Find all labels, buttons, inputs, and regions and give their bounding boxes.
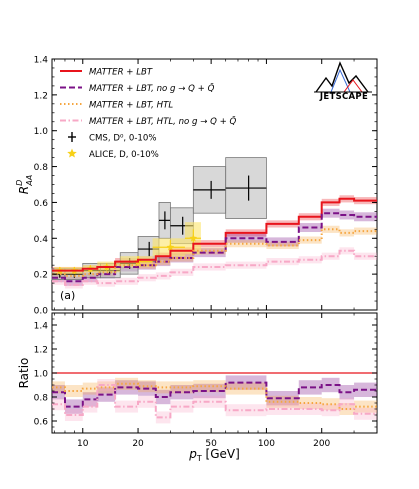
top-series-band-2-10 bbox=[266, 241, 299, 250]
top-series-band-3-4 bbox=[115, 277, 139, 285]
ratio-x-tick-label-1: 20 bbox=[132, 439, 144, 449]
data-marker-1-6 bbox=[189, 234, 198, 242]
ratio-series-band-0-3 bbox=[97, 387, 116, 402]
ratio-y-axis-label: Ratio bbox=[17, 358, 31, 389]
legend: MATTER + LBT MATTER + LBT, no g → Q + Q̄ M… bbox=[60, 68, 237, 160]
ratio-series-band-2-6 bbox=[155, 411, 171, 424]
ratio-series-band-0-0 bbox=[52, 385, 65, 400]
legend-label-0: MATTER + LBT bbox=[89, 68, 153, 78]
ratio-series-band-1-11 bbox=[298, 397, 322, 409]
top-series-band-3-10 bbox=[266, 258, 299, 266]
top-series-line-1 bbox=[52, 212, 377, 283]
legend-label-3: MATTER + LBT, HTL, no g → Q + Q̄ bbox=[89, 115, 237, 127]
ratio-series-lines bbox=[52, 372, 377, 419]
top-series-band-2-13 bbox=[339, 229, 355, 237]
top-series-band-3-7 bbox=[170, 268, 194, 276]
top-y-tick-label-0: 0.0 bbox=[34, 307, 49, 317]
ratio-y-tick-label-0: 0.6 bbox=[34, 418, 49, 428]
ratio-x-tick-label-4: 200 bbox=[313, 439, 330, 449]
ratio-y-tick-label-1: 0.8 bbox=[34, 394, 49, 404]
panel-label: (a) bbox=[60, 289, 75, 302]
ratio-bands bbox=[52, 375, 377, 424]
ratio-x-tick-label-3: 100 bbox=[258, 439, 275, 449]
top-y-tick-label-2: 0.4 bbox=[34, 235, 49, 245]
data-marker-1-5 bbox=[166, 243, 175, 251]
ratio-series-band-2-2 bbox=[82, 400, 98, 413]
ratio-y-tick-label-2: 1.0 bbox=[34, 370, 49, 380]
logo-peaks-red bbox=[343, 79, 363, 93]
ratio-series-band-0-9 bbox=[225, 375, 267, 390]
legend-label-4: CMS, D⁰, 0-10% bbox=[89, 134, 157, 144]
legend-label-5: ALICE, D, 0-10% bbox=[89, 150, 159, 160]
ratio-series-band-1-14 bbox=[354, 400, 377, 413]
legend-label-1: MATTER + LBT, no g → Q + Q̄ bbox=[89, 82, 215, 94]
ratio-x-tick-label-2: 50 bbox=[205, 439, 217, 449]
top-series-band-3-0 bbox=[52, 277, 65, 285]
ratio-series-band-1-0 bbox=[52, 381, 65, 394]
top-series-band-3-8 bbox=[193, 263, 226, 271]
ratio-series-band-0-7 bbox=[170, 385, 194, 400]
ratio-panel: 0.6 0.8 1.0 1.2 1.4 10 20 50 100 200 Ratio bbox=[17, 312, 378, 449]
ratio-y-ticks: 0.6 0.8 1.0 1.2 1.4 bbox=[34, 312, 377, 434]
top-y-tick-label-5: 1.0 bbox=[34, 127, 49, 137]
top-series-band-1-1 bbox=[64, 276, 83, 286]
top-series-band-2-14 bbox=[354, 227, 377, 235]
logo-peaks bbox=[315, 61, 369, 93]
top-y-tick-label-4: 0.8 bbox=[34, 163, 49, 173]
top-series-lines bbox=[52, 197, 377, 286]
top-y-tick-label-7: 1.4 bbox=[34, 56, 49, 66]
top-series-band-3-14 bbox=[354, 252, 377, 260]
top-series-band-3-9 bbox=[225, 261, 267, 269]
x-axis-label: pT [GeV] bbox=[188, 447, 240, 463]
ratio-series-line-2 bbox=[52, 384, 377, 419]
top-y-ticks: 0.0 0.2 0.4 0.6 0.8 1.0 1.2 1.4 bbox=[34, 56, 377, 317]
top-x-ticks bbox=[53, 59, 378, 310]
ratio-series-band-1-6 bbox=[155, 381, 171, 394]
top-y-tick-label-6: 1.2 bbox=[34, 91, 48, 101]
jetscape-logo: JETSCAPE bbox=[314, 61, 372, 102]
ratio-series-band-2-4 bbox=[115, 400, 139, 413]
ratio-series-line-0 bbox=[52, 381, 377, 408]
ratio-series-band-2-1 bbox=[64, 409, 83, 421]
ratio-y-tick-label-4: 1.4 bbox=[34, 322, 49, 332]
logo-peaks-blue bbox=[330, 68, 351, 93]
top-y-tick-label-3: 0.6 bbox=[34, 199, 49, 209]
top-series-band-1-12 bbox=[321, 208, 340, 218]
ratio-series-band-2-0 bbox=[52, 398, 65, 411]
top-series-band-3-2 bbox=[82, 277, 98, 285]
top-series-line-2 bbox=[52, 228, 377, 277]
top-series-band-2-12 bbox=[321, 225, 340, 233]
ratio-series-band-0-10 bbox=[266, 391, 299, 406]
top-series-band-1-13 bbox=[339, 210, 355, 220]
top-panel: 0.0 0.2 0.4 0.6 0.8 1.0 1.2 1.4 RDAA (a) MATTER… bbox=[15, 56, 378, 317]
top-series-band-2-11 bbox=[298, 236, 322, 244]
legend-label-2: MATTER + LBT, HTL bbox=[89, 101, 173, 111]
ratio-series-band-0-8 bbox=[193, 383, 226, 399]
top-series-band-3-13 bbox=[339, 247, 355, 255]
ratio-x-ticks: 10 20 50 100 200 bbox=[53, 313, 378, 449]
legend-marker-alice bbox=[67, 148, 77, 158]
ratio-series-band-2-5 bbox=[138, 395, 156, 408]
ratio-series-line-1 bbox=[52, 382, 377, 410]
ratio-x-tick-label-0: 10 bbox=[77, 439, 89, 449]
ratio-series-band-2-7 bbox=[170, 400, 194, 413]
top-y-tick-label-1: 0.2 bbox=[34, 271, 48, 281]
top-y-axis-label: RDAA bbox=[15, 175, 34, 194]
top-series-line-3 bbox=[52, 249, 377, 286]
top-series-band-1-6 bbox=[155, 257, 171, 267]
top-series-band-2-6 bbox=[155, 258, 171, 266]
top-series-band-1-9 bbox=[225, 233, 267, 243]
logo-text: JETSCAPE bbox=[319, 92, 368, 102]
top-series-band-1-11 bbox=[298, 223, 322, 233]
ratio-y-tick-label-3: 1.2 bbox=[34, 346, 48, 356]
